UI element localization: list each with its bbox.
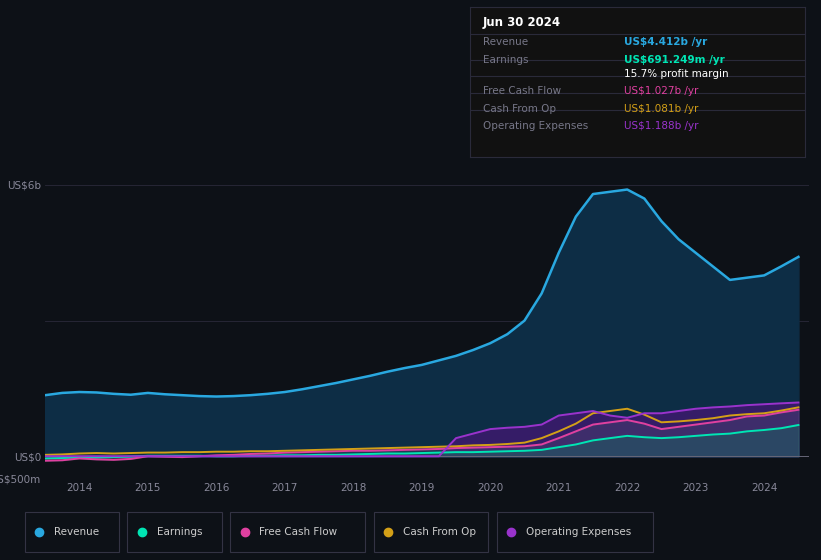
Text: Earnings: Earnings [157,527,202,537]
Text: Jun 30 2024: Jun 30 2024 [483,16,561,29]
Text: Operating Expenses: Operating Expenses [526,527,631,537]
Text: US$4.412b /yr: US$4.412b /yr [624,37,707,46]
Text: Free Cash Flow: Free Cash Flow [483,86,561,96]
Text: Revenue: Revenue [54,527,99,537]
Text: US$1.027b /yr: US$1.027b /yr [624,86,698,96]
Text: US$1.188b /yr: US$1.188b /yr [624,121,698,131]
Bar [497,512,653,552]
Text: Revenue: Revenue [483,37,528,46]
Text: Operating Expenses: Operating Expenses [483,121,589,131]
Text: US$691.249m /yr: US$691.249m /yr [624,55,724,65]
Bar [230,512,365,552]
Bar [127,512,222,552]
Bar [374,512,488,552]
Text: Free Cash Flow: Free Cash Flow [259,527,337,537]
Text: 15.7% profit margin: 15.7% profit margin [624,69,728,79]
Text: Cash From Op: Cash From Op [483,104,556,114]
Text: Cash From Op: Cash From Op [403,527,476,537]
Bar [25,512,119,552]
Text: Earnings: Earnings [483,55,529,65]
Text: US$1.081b /yr: US$1.081b /yr [624,104,698,114]
